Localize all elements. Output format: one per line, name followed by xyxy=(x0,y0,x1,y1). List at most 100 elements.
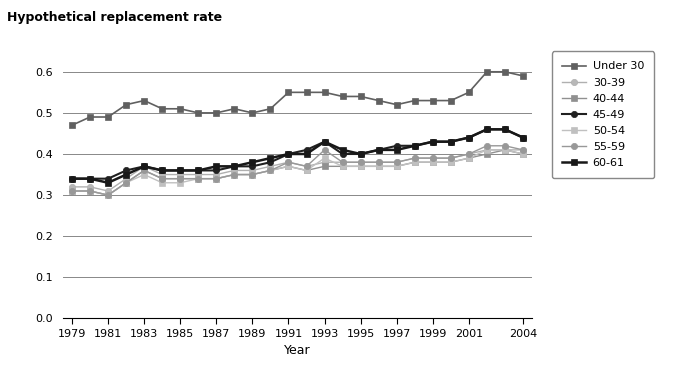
30-39 xyxy=(428,156,437,160)
30-39 xyxy=(212,172,220,177)
50-54 xyxy=(338,164,346,168)
55-59 xyxy=(356,160,365,164)
Under 30 xyxy=(428,98,437,103)
60-61 xyxy=(140,164,148,168)
30-39 xyxy=(122,176,130,181)
Under 30 xyxy=(158,107,167,111)
30-39 xyxy=(356,160,365,164)
50-54 xyxy=(158,180,167,185)
55-59 xyxy=(302,164,311,168)
30-39 xyxy=(447,156,455,160)
50-54 xyxy=(104,193,112,197)
Under 30 xyxy=(321,90,329,94)
45-49 xyxy=(410,143,419,148)
Line: 30-39: 30-39 xyxy=(69,147,526,194)
60-61 xyxy=(356,152,365,156)
30-39 xyxy=(86,185,94,189)
Under 30 xyxy=(519,74,527,78)
45-49 xyxy=(321,139,329,144)
60-61 xyxy=(230,164,239,168)
45-49 xyxy=(248,164,257,168)
40-44 xyxy=(302,168,311,173)
60-61 xyxy=(483,127,491,131)
60-61 xyxy=(321,139,329,144)
45-49 xyxy=(483,127,491,131)
60-61 xyxy=(500,127,509,131)
55-59 xyxy=(374,160,383,164)
55-59 xyxy=(447,156,455,160)
60-61 xyxy=(266,156,274,160)
55-59 xyxy=(393,160,401,164)
55-59 xyxy=(284,160,293,164)
30-39 xyxy=(194,172,202,177)
60-61 xyxy=(374,148,383,152)
55-59 xyxy=(104,193,112,197)
Under 30 xyxy=(104,115,112,119)
Under 30 xyxy=(284,90,293,94)
50-54 xyxy=(519,152,527,156)
55-59 xyxy=(86,189,94,193)
45-49 xyxy=(500,127,509,131)
60-61 xyxy=(86,176,94,181)
30-39 xyxy=(302,164,311,168)
40-44 xyxy=(122,180,130,185)
Under 30 xyxy=(248,111,257,115)
40-44 xyxy=(212,176,220,181)
Under 30 xyxy=(302,90,311,94)
45-49 xyxy=(68,176,76,181)
50-54 xyxy=(410,160,419,164)
60-61 xyxy=(194,168,202,173)
50-54 xyxy=(266,168,274,173)
55-59 xyxy=(140,168,148,173)
45-49 xyxy=(428,139,437,144)
Under 30 xyxy=(68,123,76,127)
50-54 xyxy=(393,164,401,168)
50-54 xyxy=(140,172,148,177)
60-61 xyxy=(212,164,220,168)
Line: 45-49: 45-49 xyxy=(69,126,526,182)
40-44 xyxy=(104,193,112,197)
50-54 xyxy=(500,148,509,152)
Under 30 xyxy=(122,102,130,107)
40-44 xyxy=(86,189,94,193)
45-49 xyxy=(176,168,185,173)
45-49 xyxy=(230,164,239,168)
40-44 xyxy=(483,152,491,156)
50-54 xyxy=(428,160,437,164)
Under 30 xyxy=(86,115,94,119)
60-61 xyxy=(68,176,76,181)
40-44 xyxy=(284,164,293,168)
50-54 xyxy=(86,189,94,193)
X-axis label: Year: Year xyxy=(284,344,311,357)
40-44 xyxy=(68,189,76,193)
45-49 xyxy=(356,152,365,156)
60-61 xyxy=(284,152,293,156)
40-44 xyxy=(230,172,239,177)
30-39 xyxy=(321,160,329,164)
Line: 40-44: 40-44 xyxy=(69,147,526,198)
Line: 60-61: 60-61 xyxy=(69,126,526,186)
Under 30 xyxy=(393,102,401,107)
30-39 xyxy=(248,168,257,173)
40-44 xyxy=(428,160,437,164)
Under 30 xyxy=(140,98,148,103)
50-54 xyxy=(483,148,491,152)
60-61 xyxy=(447,139,455,144)
55-59 xyxy=(194,176,202,181)
30-39 xyxy=(230,168,239,173)
Line: 50-54: 50-54 xyxy=(69,147,526,198)
55-59 xyxy=(230,172,239,177)
40-44 xyxy=(410,160,419,164)
45-49 xyxy=(302,148,311,152)
50-54 xyxy=(248,172,257,177)
50-54 xyxy=(284,164,293,168)
50-54 xyxy=(465,156,473,160)
45-49 xyxy=(519,135,527,140)
60-61 xyxy=(122,172,130,177)
40-44 xyxy=(465,156,473,160)
Under 30 xyxy=(176,107,185,111)
30-39 xyxy=(500,148,509,152)
40-44 xyxy=(447,160,455,164)
45-49 xyxy=(194,168,202,173)
Under 30 xyxy=(483,70,491,74)
